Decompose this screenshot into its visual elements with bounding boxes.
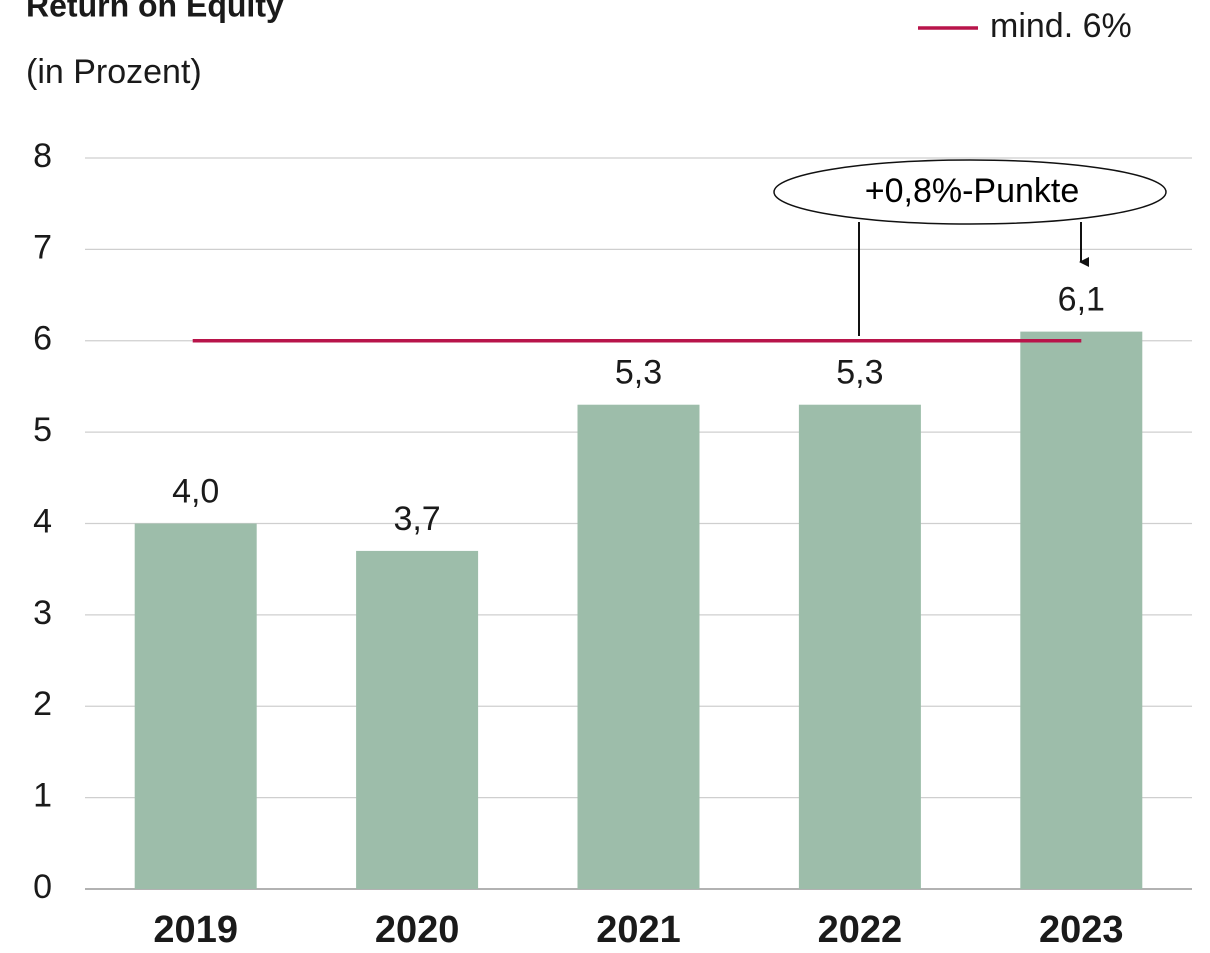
x-tick-label: 2022 <box>818 909 903 951</box>
x-tick-label: 2021 <box>596 909 681 951</box>
bar <box>1020 331 1143 889</box>
y-tick-label: 0 <box>33 868 52 906</box>
y-tick-label: 7 <box>33 228 52 266</box>
y-tick-label: 2 <box>33 685 52 723</box>
y-tick-label: 5 <box>33 411 52 449</box>
data-label: 5,3 <box>615 354 662 392</box>
bar <box>577 404 700 889</box>
bar <box>798 404 921 889</box>
bar <box>134 523 257 889</box>
data-label: 3,7 <box>393 500 440 538</box>
data-label: 5,3 <box>836 354 883 392</box>
y-tick-label: 6 <box>33 320 52 358</box>
y-tick-label: 8 <box>33 137 52 175</box>
annotation-bubble <box>773 159 1167 225</box>
annotation: +0,8%-Punkte <box>773 159 1167 336</box>
x-tick-label: 2023 <box>1039 909 1124 951</box>
x-tick-label: 2020 <box>375 909 460 951</box>
y-tick-label: 1 <box>33 777 52 815</box>
data-label: 6,1 <box>1058 281 1105 319</box>
chart-subtitle: (in Prozent) <box>26 53 202 91</box>
bar <box>356 550 479 889</box>
y-tick-label: 3 <box>33 594 52 632</box>
legend-label: mind. 6% <box>990 7 1132 45</box>
y-tick-label: 4 <box>33 502 52 540</box>
chart-title: Return on Equity <box>26 0 284 23</box>
data-label: 4,0 <box>172 472 219 510</box>
x-tick-label: 2019 <box>153 909 238 951</box>
annotation-text: +0,8%-Punkte <box>865 172 1080 210</box>
